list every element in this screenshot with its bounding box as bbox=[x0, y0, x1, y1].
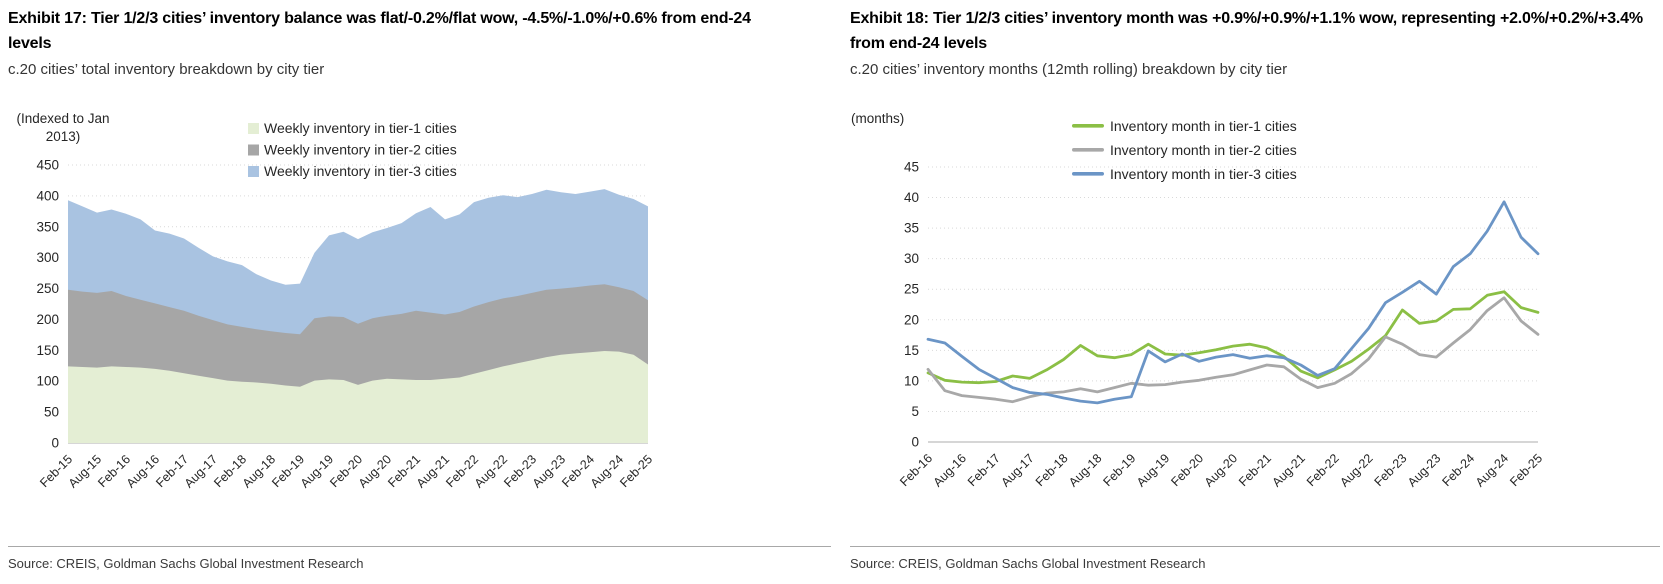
y-tick-label: 300 bbox=[36, 250, 59, 265]
x-tick-label: Aug-17 bbox=[998, 451, 1036, 489]
y-tick-label: 200 bbox=[36, 312, 59, 327]
x-tick-label: Feb-22 bbox=[1304, 451, 1342, 489]
x-tick-label: Aug-18 bbox=[1066, 451, 1104, 489]
line-series-tier3 bbox=[926, 200, 1540, 405]
x-tick-label: Aug-23 bbox=[1405, 451, 1443, 489]
y-tick-label: 10 bbox=[904, 373, 919, 388]
line-series-tier2 bbox=[926, 296, 1540, 404]
x-tick-label: Aug-21 bbox=[414, 452, 452, 490]
legend-line-swatch-tier3-icon bbox=[1072, 172, 1104, 176]
x-tick-label: Feb-25 bbox=[617, 452, 655, 490]
x-tick-label: Aug-24 bbox=[1473, 451, 1511, 489]
y-tick-label: 50 bbox=[44, 405, 59, 420]
y-axis-labels: 45 40 35 30 25 20 15 10 5 0 bbox=[904, 160, 919, 450]
legend: Weekly inventory in tier-1 cities Weekly … bbox=[248, 120, 457, 179]
y-tick-label: 5 bbox=[911, 404, 919, 419]
legend-swatch-tier2-icon bbox=[248, 144, 259, 156]
x-tick-label: Aug-24 bbox=[588, 452, 626, 490]
exhibit-17-header: Exhibit 17: Tier 1/2/3 cities’ inventory… bbox=[8, 6, 783, 80]
y-tick-label: 15 bbox=[904, 343, 919, 358]
y-tick-label: 30 bbox=[904, 251, 919, 266]
source-note-left: Source: CREIS, Goldman Sachs Global Inve… bbox=[8, 546, 831, 571]
y-tick-label: 250 bbox=[36, 281, 59, 296]
y-tick-label: 100 bbox=[36, 374, 59, 389]
y-tick-label: 40 bbox=[904, 190, 919, 205]
legend-swatch-tier3-icon bbox=[248, 166, 259, 177]
inventory-months-chart: 454035302520151050Feb-16Aug-16Feb-17Aug-… bbox=[897, 118, 1545, 490]
x-tick-label: Aug-15 bbox=[66, 452, 104, 490]
exhibit-17-subtitle: c.20 cities’ total inventory breakdown b… bbox=[8, 61, 325, 78]
x-tick-label: Aug-22 bbox=[1337, 451, 1375, 489]
x-tick-label: Aug-22 bbox=[472, 452, 510, 490]
x-tick-label: Feb-16 bbox=[897, 451, 935, 489]
exhibit-17-title: Exhibit 17: Tier 1/2/3 cities’ inventory… bbox=[8, 10, 751, 52]
y-tick-label: 0 bbox=[911, 435, 919, 450]
y-tick-label: 20 bbox=[904, 312, 919, 327]
x-axis-labels: Feb-16Aug-16Feb-17Aug-17Feb-18Aug-18Feb-… bbox=[897, 451, 1545, 489]
y-tick-label: 400 bbox=[36, 188, 59, 203]
legend-swatch-tier1-icon bbox=[248, 123, 259, 134]
x-tick-label: Feb-20 bbox=[1168, 451, 1206, 489]
x-tick-label: Aug-17 bbox=[182, 452, 220, 490]
x-tick-label: Feb-17 bbox=[965, 451, 1003, 489]
x-tick-label: Aug-20 bbox=[1202, 451, 1240, 489]
legend-line-swatch-tier2-icon bbox=[1072, 148, 1104, 152]
line-series-tier1 bbox=[926, 290, 1540, 385]
source-note-right: Source: CREIS, Goldman Sachs Global Inve… bbox=[850, 546, 1660, 571]
x-tick-label: Feb-21 bbox=[1236, 451, 1274, 489]
x-tick-label: Feb-24 bbox=[1439, 451, 1477, 489]
gridlines bbox=[928, 166, 1538, 443]
x-tick-label: Aug-19 bbox=[298, 452, 336, 490]
x-tick-label: Feb-23 bbox=[1372, 451, 1410, 489]
y-tick-label: 35 bbox=[904, 221, 919, 236]
y-tick-label: 0 bbox=[51, 436, 59, 451]
legend-label-tier3: Inventory month in tier-3 cities bbox=[1110, 166, 1297, 182]
legend-label-tier1: Inventory month in tier-1 cities bbox=[1110, 118, 1297, 134]
area-series-tier1 bbox=[68, 351, 648, 443]
x-tick-label: Feb-25 bbox=[1507, 451, 1545, 489]
x-tick-label: Feb-18 bbox=[1033, 451, 1071, 489]
legend-label-tier2: Inventory month in tier-2 cities bbox=[1110, 142, 1297, 158]
legend-label-tier2: Weekly inventory in tier-2 cities bbox=[264, 142, 457, 158]
x-tick-label: Aug-16 bbox=[124, 452, 162, 490]
x-tick-label: Feb-19 bbox=[1101, 451, 1139, 489]
exhibit-18-header: Exhibit 18: Tier 1/2/3 cities’ inventory… bbox=[850, 6, 1660, 80]
y-tick-label: 350 bbox=[36, 219, 59, 234]
y-tick-label: 450 bbox=[36, 158, 59, 173]
x-axis-labels: Feb-15Aug-15Feb-16Aug-16Feb-17Aug-17Feb-… bbox=[37, 452, 655, 490]
x-tick-label: Aug-20 bbox=[356, 452, 394, 490]
inventory-balance-chart: 450 400 350 300 250 200 150 100 50 0Feb-15Aug-15F… bbox=[36, 120, 655, 491]
y-axis-labels: 450 400 350 300 250 200 150 100 50 0 bbox=[36, 158, 59, 451]
legend: Inventory month in tier-1 cities Inventor… bbox=[1072, 118, 1297, 182]
x-tick-label: Aug-18 bbox=[240, 452, 278, 490]
x-tick-label: Aug-16 bbox=[931, 451, 969, 489]
legend-line-swatch-tier1-icon bbox=[1072, 124, 1104, 128]
y-tick-label: 150 bbox=[36, 343, 59, 358]
exhibit-18-title: Exhibit 18: Tier 1/2/3 cities’ inventory… bbox=[850, 10, 1643, 52]
y-axis-unit-label-months: (months) bbox=[851, 111, 905, 126]
y-tick-label: 45 bbox=[904, 160, 919, 175]
x-tick-label: Aug-23 bbox=[530, 452, 568, 490]
exhibit-18-subtitle: c.20 cities’ inventory months (12mth rol… bbox=[850, 61, 1288, 78]
legend-label-tier3: Weekly inventory in tier-3 cities bbox=[264, 163, 457, 179]
x-tick-label: Aug-21 bbox=[1270, 451, 1308, 489]
y-tick-label: 25 bbox=[904, 282, 919, 297]
x-tick-label: Aug-19 bbox=[1134, 451, 1172, 489]
y-axis-unit-label-indexed: (Indexed to Jan 2013) bbox=[16, 111, 110, 144]
legend-label-tier1: Weekly inventory in tier-1 cities bbox=[264, 120, 457, 136]
